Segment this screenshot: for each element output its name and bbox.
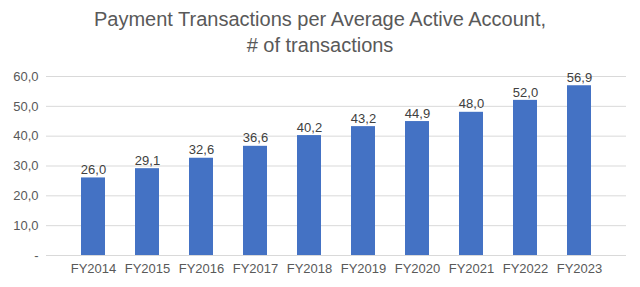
svg-text:48,0: 48,0 <box>459 96 484 111</box>
svg-text:32,6: 32,6 <box>189 142 214 157</box>
svg-text:FY2019: FY2019 <box>341 261 387 276</box>
svg-text:40,0: 40,0 <box>13 128 38 143</box>
svg-text:30,0: 30,0 <box>13 158 38 173</box>
html-text:Payment Transactions per Avera: Payment Transactions per Average Active … <box>93 8 546 30</box>
svg-text:29,1: 29,1 <box>135 153 160 168</box>
svg-text:36,6: 36,6 <box>243 130 268 145</box>
svg-text:FY2020: FY2020 <box>395 261 441 276</box>
svg-text:FY2016: FY2016 <box>179 261 225 276</box>
svg-text:44,9: 44,9 <box>405 106 430 121</box>
svg-text:52,0: 52,0 <box>513 85 538 100</box>
svg-text:56,9: 56,9 <box>567 70 592 85</box>
svg-text:FY2021: FY2021 <box>449 261 495 276</box>
svg-text:40,2: 40,2 <box>297 120 322 135</box>
svg-text:FY2018: FY2018 <box>287 261 333 276</box>
svg-text:26,0: 26,0 <box>81 162 106 177</box>
svg-text:60,0: 60,0 <box>13 69 38 84</box>
svg-text:FY2014: FY2014 <box>71 261 117 276</box>
html-text:# of transactions: # of transactions <box>246 34 394 56</box>
svg-text:43,2: 43,2 <box>351 111 376 126</box>
svg-text:20,0: 20,0 <box>13 188 38 203</box>
svg-text:FY2015: FY2015 <box>125 261 171 276</box>
svg-text:10,0: 10,0 <box>13 218 38 233</box>
svg-text:FY2017: FY2017 <box>233 261 279 276</box>
svg-text:-: - <box>34 248 38 263</box>
svg-text:FY2023: FY2023 <box>557 261 603 276</box>
svg-text:FY2022: FY2022 <box>503 261 549 276</box>
svg-text:50,0: 50,0 <box>13 98 38 113</box>
